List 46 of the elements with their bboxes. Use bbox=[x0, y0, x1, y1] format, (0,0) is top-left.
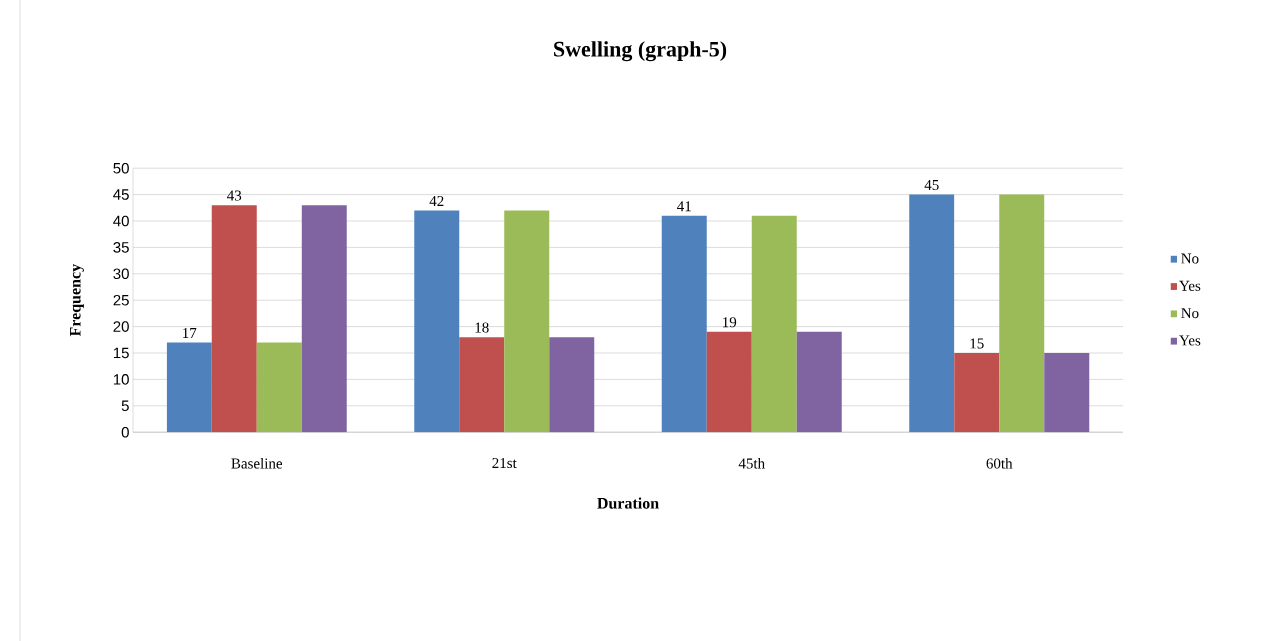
bar bbox=[751, 215, 797, 432]
y-tick-label: 40 bbox=[113, 215, 129, 227]
legend-label: Yes bbox=[1179, 280, 1201, 291]
y-tick-label: 30 bbox=[113, 268, 129, 279]
y-tick-label: 35 bbox=[113, 241, 129, 253]
chart-title: Swelling (graph-5) bbox=[554, 40, 727, 62]
y-tick-label: 10 bbox=[113, 373, 129, 385]
data-label: 43 bbox=[227, 190, 242, 201]
y-tick-label: 5 bbox=[121, 400, 129, 411]
bar bbox=[999, 194, 1045, 432]
bar bbox=[256, 342, 302, 432]
bar bbox=[504, 210, 550, 432]
bar bbox=[954, 352, 1000, 432]
bar bbox=[706, 331, 752, 432]
bar bbox=[414, 210, 460, 432]
bar bbox=[661, 215, 707, 432]
y-tick-label: 20 bbox=[113, 321, 129, 332]
data-label: 17 bbox=[183, 327, 197, 338]
y-axis-title: Frequency bbox=[69, 263, 84, 337]
data-label: 15 bbox=[970, 338, 984, 349]
x-tick-label: 21st bbox=[492, 457, 517, 468]
x-axis-title: Duration bbox=[597, 497, 659, 509]
bar bbox=[909, 194, 955, 432]
y-tick-label: 15 bbox=[113, 347, 129, 359]
legend-label: No bbox=[1181, 308, 1199, 318]
bar bbox=[1044, 352, 1090, 432]
y-tick-label: 25 bbox=[113, 294, 129, 306]
bar bbox=[549, 336, 595, 432]
bar bbox=[796, 331, 842, 432]
bar bbox=[211, 204, 257, 432]
legend-label: No bbox=[1181, 253, 1199, 264]
data-label: 42 bbox=[429, 195, 444, 206]
y-tick-label: 50 bbox=[113, 162, 129, 174]
data-label: 45 bbox=[924, 179, 939, 190]
bar bbox=[459, 336, 505, 432]
data-label: 41 bbox=[677, 201, 691, 211]
bar bbox=[301, 204, 347, 432]
y-tick-label: 0 bbox=[121, 426, 129, 438]
x-tick-label: 60th bbox=[986, 457, 1013, 469]
x-tick-label: 45th bbox=[738, 457, 765, 469]
data-label: 19 bbox=[723, 317, 737, 328]
x-tick-label: Baseline bbox=[231, 457, 283, 469]
bar bbox=[166, 342, 212, 432]
legend-label: Yes bbox=[1179, 335, 1201, 346]
y-tick-label: 45 bbox=[113, 189, 129, 200]
data-label: 18 bbox=[475, 322, 489, 333]
